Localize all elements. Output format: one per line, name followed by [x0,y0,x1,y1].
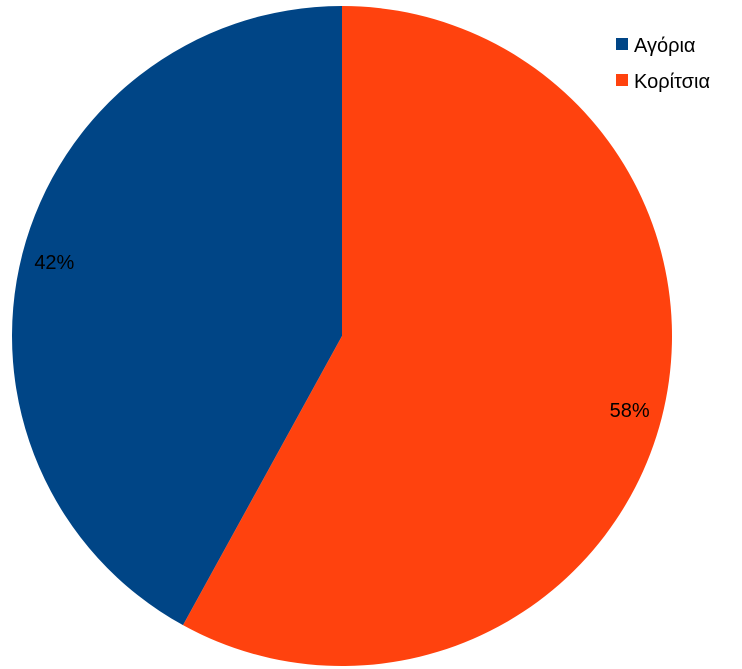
slice-label-girls: 58% [610,400,650,422]
pie-slice-girls [183,6,672,667]
pie-slices [11,6,672,667]
legend-label-girls: Κορίτσια [634,71,710,93]
pie-slice-labels: 42% 58% [34,252,650,422]
slice-label-boys: 42% [34,252,74,274]
legend-swatch-boys [616,38,628,50]
legend-label-boys: Αγόρια [634,35,695,57]
legend-swatch-girls [616,74,628,86]
pie-slice-boys [11,6,343,626]
chart-legend: Αγόρια Κορίτσια [616,35,710,93]
